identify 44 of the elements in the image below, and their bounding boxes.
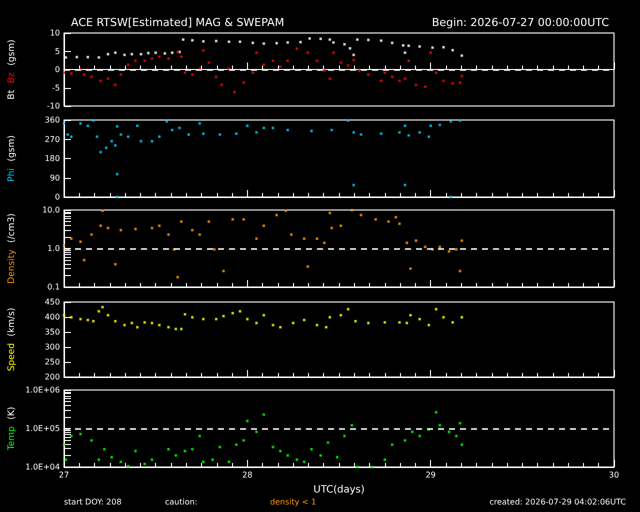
y-tick-label: 270 [44, 134, 60, 144]
y-tick-label: 10.0 [42, 206, 60, 214]
y-tick-label: 1.0E+06 [25, 386, 60, 394]
y-tick-label: 1.0E+05 [25, 424, 60, 433]
x-axis-title: UTC(days) [313, 484, 365, 496]
y-tick-label: 1.0E+04 [25, 462, 60, 472]
x-tick-label: 28 [242, 470, 252, 480]
text: Speed [7, 343, 17, 372]
y-tick-label: -5 [52, 83, 60, 92]
y-tick-label: 200 [44, 372, 60, 382]
x-tick-label: 27 [58, 470, 70, 480]
chart-title: ACE RTSW[Estimated] MAG & SWEPAM [71, 16, 284, 29]
x-tick-label: 30 [608, 470, 620, 480]
y-tick-label: 450 [44, 298, 60, 306]
y-tick-label: 400 [44, 312, 60, 322]
chart-subtitle: Begin: 2026-07-27 00:00:00UTC [432, 16, 610, 29]
y-axis-title: (/cm3) [7, 213, 17, 243]
y-tick-label: 5 [54, 46, 60, 56]
text: caution: [165, 498, 198, 506]
text: Bz [7, 72, 17, 84]
text: created: 2026-07-29 04:02:06UTC [489, 498, 626, 506]
text: start DOY: 208 [64, 498, 122, 506]
y-tick-label: 250 [44, 358, 60, 366]
y-tick-label: 1.0 [47, 244, 60, 253]
y-axis-title: (K) [7, 406, 17, 420]
y-tick-label: 350 [44, 328, 60, 336]
y-tick-label: 360 [44, 116, 60, 124]
x-tick-label: 29 [426, 470, 436, 480]
y-tick-label: -10 [46, 102, 60, 110]
y-tick-label: 0 [54, 192, 60, 202]
text: Phi [7, 168, 17, 182]
y-tick-label: 180 [44, 154, 60, 163]
y-tick-label: 90 [50, 173, 60, 182]
y-axis-title: (km/s) [7, 308, 17, 336]
y-axis-title: (gsm) [7, 135, 17, 162]
y-tick-label: 0 [54, 65, 60, 74]
text: Temp [7, 426, 17, 452]
text: Density [7, 248, 17, 284]
y-tick-label: 0.1 [47, 282, 60, 292]
y-tick-label: 10 [50, 28, 60, 38]
text: density < 1 [270, 498, 316, 506]
text: Bt [7, 89, 17, 100]
y-axis-title: (gsm) [7, 39, 17, 66]
y-tick-label: 300 [44, 342, 60, 352]
